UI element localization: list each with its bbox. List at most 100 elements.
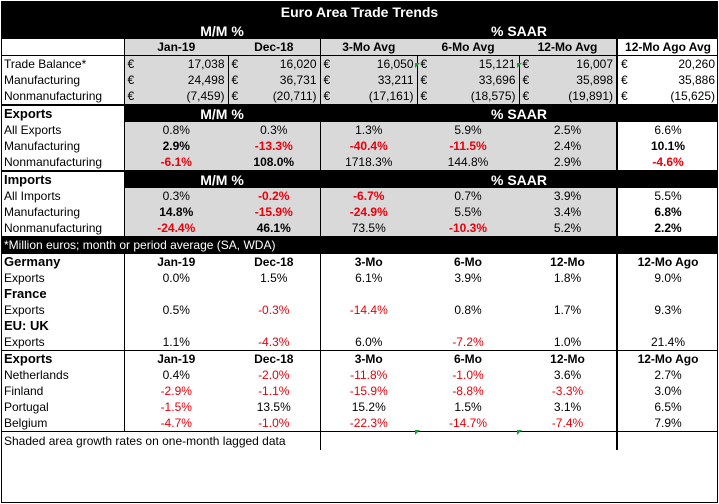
cell-value: 6.0%: [319, 334, 417, 351]
imports-row: Manufacturing 14.8% -15.9% -24.9% 5.5% 3…: [1, 204, 719, 220]
balance-row: Trade Balance* €17,038 €16,020 €16,050 €…: [1, 55, 719, 72]
col-header: 6-Mo: [417, 350, 519, 367]
cell-value: 1.8%: [553, 271, 582, 285]
cell-value: -4.7%: [123, 415, 228, 432]
cell-value: 20,260: [678, 57, 716, 71]
cell-value: 3.9%: [454, 271, 482, 285]
table-title: Euro Area Trade Trends: [1, 1, 719, 23]
currency-symbol: €: [420, 57, 428, 71]
cell-value: 5.2%: [519, 220, 617, 236]
cell-value: 3.0%: [615, 383, 719, 399]
cell-value: 144.8%: [417, 154, 519, 171]
comment-indicator-icon[interactable]: [415, 63, 420, 68]
comment-indicator-icon[interactable]: [517, 63, 522, 68]
mm-header: M/M %: [124, 23, 320, 39]
row-label: Nonmanufacturing: [4, 155, 103, 169]
col-header: 3-Mo: [319, 254, 417, 270]
destination-row: Finland -2.9% -1.1% -15.9% -8.8% -3.3% 3…: [1, 383, 719, 399]
currency-symbol: €: [127, 73, 135, 87]
title-row: Euro Area Trade Trends: [1, 1, 719, 23]
cell-value: -24.4%: [123, 220, 228, 236]
cell-value: 16,050: [376, 57, 414, 71]
cell-value: (15,625): [670, 89, 716, 103]
cell-value: -2.9%: [123, 383, 228, 399]
row-label: Portugal: [4, 400, 49, 414]
footnote-million: *Million euros; month or period average …: [1, 236, 719, 254]
imports-label: Imports: [1, 170, 124, 188]
cell-value: 5.9%: [417, 122, 519, 138]
row-label: Belgium: [4, 416, 48, 430]
cell-value: 2.9%: [519, 154, 617, 171]
exports-label: Exports: [1, 104, 124, 122]
col-header-12mo-ago: 12-Mo Ago Avg: [615, 39, 719, 56]
cell-value: 3.1%: [553, 400, 582, 414]
cell-value: 10.1%: [615, 138, 719, 154]
destinations-header-row: Exports Jan-19 Dec-18 3-Mo 6-Mo 12-Mo 12…: [1, 350, 719, 367]
section-header-row: M/M % % SAAR: [1, 23, 719, 39]
destination-row: Belgium -4.7% -1.0% -22.3% -14.7% -7.4% …: [1, 415, 719, 432]
cell-value: 0.8%: [123, 122, 228, 138]
row-label: Nonmanufacturing: [4, 221, 103, 235]
cell-value: 1.5%: [260, 271, 288, 285]
row-label: Nonmanufacturing: [4, 89, 103, 103]
country-name: EU: UK: [4, 318, 49, 333]
currency-symbol: €: [127, 89, 135, 103]
cell-value: 1718.3%: [319, 154, 417, 171]
cell-value: 2.2%: [615, 220, 719, 236]
cell-value: -3.3%: [551, 384, 584, 398]
row-label: Exports: [4, 271, 45, 285]
cell-value: 16,020: [279, 57, 317, 71]
col-header: Jan-19: [123, 254, 228, 270]
col-header: Jan-19: [123, 350, 228, 367]
comment-indicator-icon[interactable]: [517, 430, 522, 435]
destination-row: Netherlands 0.4% -2.0% -11.8% -1.0% 3.6%…: [1, 367, 719, 383]
cell-value: 46.1%: [228, 220, 320, 236]
cell-value: (18,575): [470, 89, 516, 103]
cell-value: 7.9%: [615, 415, 719, 432]
cell-value: -7.2%: [452, 335, 484, 349]
cell-value: -14.7%: [448, 416, 488, 430]
balance-row: Manufacturing €24,498 €36,731 €33,211 €3…: [1, 72, 719, 88]
cell-value: -22.3%: [319, 415, 417, 432]
exports-saar-header: % SAAR: [320, 104, 719, 122]
currency-symbol: €: [231, 73, 239, 87]
imports-header-row: Imports M/M % % SAAR: [1, 170, 719, 188]
cell-value: 5.5%: [417, 204, 519, 220]
currency-symbol: €: [522, 89, 530, 103]
cell-value: 17,038: [187, 57, 225, 71]
currency-symbol: €: [231, 89, 239, 103]
cell-value: (7,459): [186, 89, 225, 103]
cell-value: 9.3%: [615, 302, 719, 318]
cell-value: 73.5%: [319, 220, 417, 236]
cell-value: (20,711): [272, 89, 317, 103]
footnote-shaded: Shaded area growth rates on one-month la…: [1, 431, 320, 450]
cell-value: -13.3%: [228, 138, 320, 154]
destination-row: Portugal -1.5% 13.5% 15.2% 1.5% 3.1% 6.5…: [1, 399, 719, 415]
currency-symbol: €: [522, 73, 530, 87]
currency-symbol: €: [127, 57, 135, 71]
row-label: Exports: [4, 335, 45, 349]
cell-value: (17,161): [368, 89, 414, 103]
col-header: Dec-18: [254, 255, 294, 269]
col-header: 6-Mo: [454, 255, 482, 269]
cell-value: -4.3%: [258, 335, 290, 349]
exports-row: Manufacturing 2.9% -13.3% -40.4% -11.5% …: [1, 138, 719, 154]
cell-value: 1.7%: [553, 303, 582, 317]
cell-value: 0.5%: [123, 302, 228, 318]
cell-value: 2.7%: [615, 367, 719, 383]
currency-symbol: €: [323, 89, 331, 103]
col-header: 12-Mo Ago: [615, 254, 719, 270]
cell-value: 0.8%: [454, 303, 482, 317]
row-label: All Imports: [4, 189, 61, 203]
col-header-jan19: Jan-19: [123, 39, 228, 56]
cell-value: 9.0%: [615, 270, 719, 286]
col-header: 12-Mo: [550, 255, 585, 269]
comment-indicator-icon[interactable]: [415, 430, 420, 435]
cell-value: 0.7%: [417, 188, 519, 204]
cell-value: -4.6%: [615, 154, 719, 171]
col-header: Dec-18: [228, 350, 320, 367]
currency-symbol: €: [231, 57, 239, 71]
cell-value: 2.4%: [519, 138, 617, 154]
cell-value: -1.1%: [258, 384, 290, 398]
